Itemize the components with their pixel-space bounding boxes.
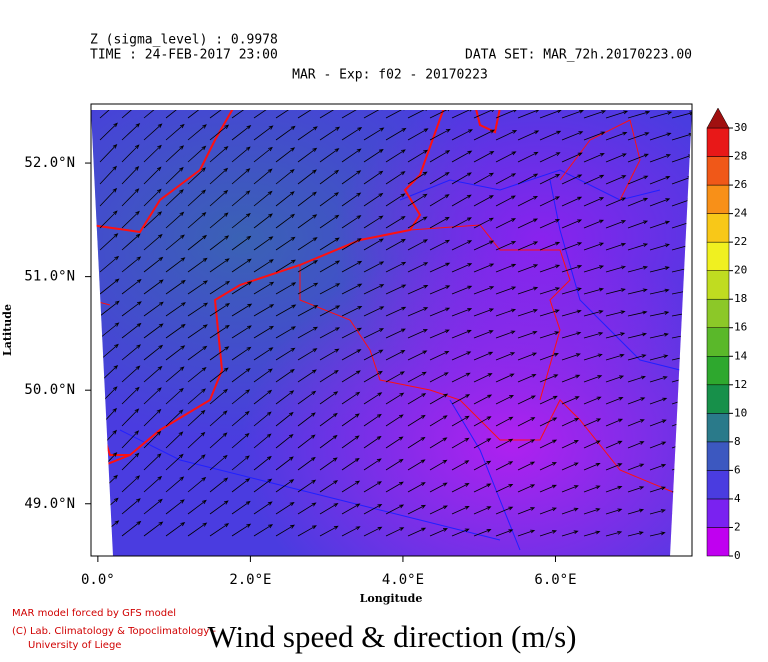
colorbar-tick-label: 16	[734, 321, 747, 334]
colorbar-tick-label: 30	[734, 121, 747, 134]
colorbar-cell	[706, 498, 730, 528]
map-field	[91, 110, 692, 556]
colorbar-cell	[706, 184, 730, 214]
dataset-label: DATA SET: MAR_72h.20170223.00	[465, 48, 692, 63]
rivers	[119, 169, 681, 551]
colorbar-tick-label: 18	[734, 292, 747, 305]
plot-frame	[90, 103, 693, 557]
y-tick-label: 50.0°N	[24, 382, 75, 398]
colorbar-tick-label: 12	[734, 378, 747, 391]
colorbar-tick-label: 10	[734, 406, 747, 419]
colorbar-cell	[706, 356, 730, 386]
colorbar-cell	[706, 156, 730, 186]
colorbar-over	[706, 107, 730, 129]
colorbar-cell	[706, 213, 730, 243]
colorbar-tick-label: 26	[734, 178, 747, 191]
colorbar-cell	[706, 241, 730, 271]
colorbar-tick-label: 6	[734, 463, 741, 476]
colorbar-cell	[706, 327, 730, 357]
y-axis-label: Latitude	[1, 304, 14, 356]
credit: University of Liege	[28, 640, 121, 651]
x-axis-label: Longitude	[360, 592, 423, 605]
time-label: TIME : 24-FEB-2017 23:00	[90, 48, 278, 63]
y-tick-label: 52.0°N	[24, 155, 75, 171]
wind-arrows	[99, 110, 692, 537]
figure-title: Wind speed & direction (m/s)	[208, 619, 577, 654]
colorbar-cell	[706, 527, 730, 557]
y-tick-label: 51.0°N	[24, 269, 75, 285]
level-label: Z (sigma_level) : 0.9978	[90, 33, 278, 48]
colorbar-cell	[706, 384, 730, 414]
colorbar-cell	[706, 441, 730, 471]
colorbar-cell	[706, 470, 730, 500]
colorbar-cell	[706, 413, 730, 443]
x-tick-label: 4.0°E	[382, 572, 424, 588]
colorbar-tick-label: 24	[734, 207, 748, 220]
colorbar-cell	[706, 298, 730, 328]
x-tick-label: 6.0°E	[534, 572, 576, 588]
colorbar-tick-label: 8	[734, 435, 741, 448]
colorbar-tick-label: 2	[734, 520, 741, 533]
field-shade	[91, 110, 692, 556]
credit: (C) Lab. Climatology & Topoclimatology -	[12, 626, 216, 637]
colorbar-cell	[706, 270, 730, 300]
colorbar-tick-label: 20	[734, 264, 747, 277]
x-tick-label: 2.0°E	[229, 572, 271, 588]
colorbar-tick-label: 14	[734, 349, 748, 362]
colorbar-tick-label: 28	[734, 150, 747, 163]
colorbar-tick-label: 0	[734, 549, 741, 562]
subtitle: MAR - Exp: f02 - 20170223	[292, 68, 488, 83]
x-tick-label: 0.0°	[81, 572, 115, 588]
colorbar-cell	[706, 127, 730, 157]
y-tick-label: 49.0°N	[24, 496, 75, 512]
colorbar-tick-label: 22	[734, 235, 747, 248]
credit: MAR model forced by GFS model	[12, 608, 176, 619]
colorbar-tick-label: 4	[734, 492, 741, 505]
